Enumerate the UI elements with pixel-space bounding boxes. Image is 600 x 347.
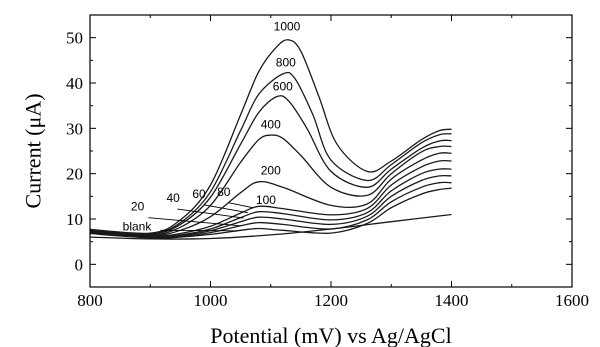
y-tick-label: 40 — [66, 74, 83, 93]
leader-line — [148, 217, 241, 227]
leader-line — [228, 202, 253, 209]
y-tick-label: 0 — [75, 255, 84, 274]
curve-600 — [89, 95, 452, 235]
curve-400 — [89, 134, 452, 236]
y-tick-label: 10 — [66, 210, 83, 229]
curve-blank — [89, 213, 452, 240]
curve-100 — [89, 159, 452, 237]
y-axis-title: Current (μA) — [21, 93, 46, 208]
series-label-1000: 1000 — [274, 19, 301, 33]
series-label-800: 800 — [276, 56, 296, 70]
series-label-80: 80 — [217, 185, 231, 199]
series-label-600: 600 — [273, 80, 293, 94]
curve-800 — [89, 71, 452, 235]
y-tick-label: 30 — [66, 119, 83, 138]
x-tick-label: 800 — [77, 291, 103, 310]
series-labels: 1000 800 600 400 200 100 80 60 40 20 blank — [123, 19, 301, 233]
x-axis-title: Potential (mV) vs Ag/AgCl — [210, 323, 451, 347]
label-leader-lines — [148, 202, 253, 232]
leader-line — [204, 204, 248, 214]
series-label-20: 20 — [131, 199, 145, 213]
leader-line — [177, 208, 244, 219]
y-tick-label: 50 — [66, 29, 83, 48]
curve-1000 — [89, 39, 452, 235]
curve-40 — [89, 181, 452, 239]
series-label-60: 60 — [192, 187, 206, 201]
series-label-100: 100 — [256, 193, 276, 207]
series-label-400: 400 — [261, 117, 281, 131]
series-label-40: 40 — [166, 191, 180, 205]
y-tick-label: 20 — [66, 165, 83, 184]
plot-frame — [89, 14, 573, 288]
series-label-blank: blank — [123, 219, 153, 233]
curve-60 — [89, 174, 452, 238]
curve-80 — [89, 168, 452, 238]
x-tick-label: 1600 — [555, 291, 589, 310]
x-tick-label: 1000 — [194, 291, 228, 310]
y-axis-ticks: 0 10 20 30 40 50 — [66, 14, 572, 288]
x-tick-label: 1400 — [435, 291, 469, 310]
x-axis-ticks: 800 1000 1200 1400 1600 — [77, 15, 589, 310]
series-label-200: 200 — [261, 164, 281, 178]
x-tick-label: 1200 — [314, 291, 348, 310]
